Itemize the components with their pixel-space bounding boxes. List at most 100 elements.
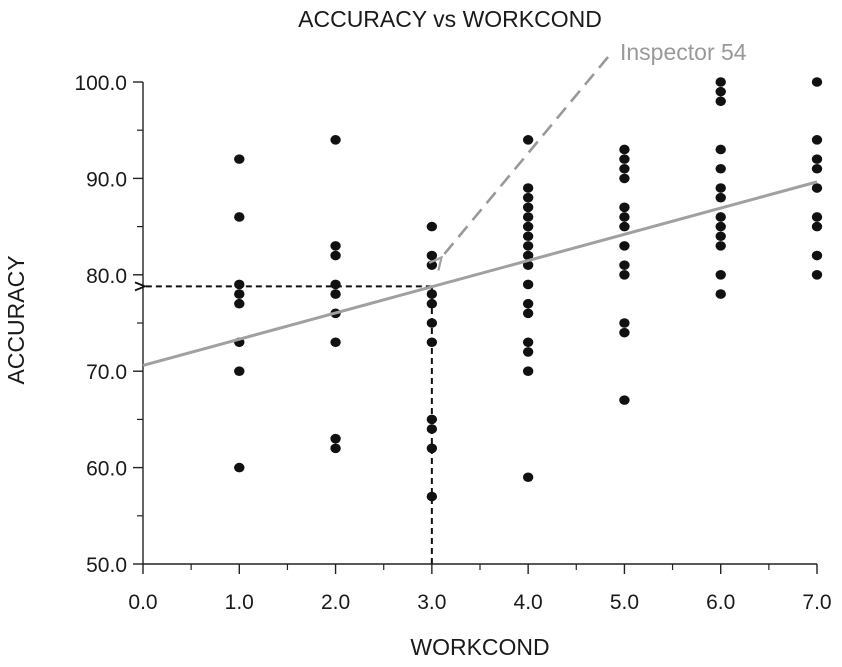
data-point xyxy=(619,202,630,213)
regression-line-group xyxy=(142,180,818,367)
data-point xyxy=(522,366,534,377)
data-point xyxy=(619,163,630,174)
regression-line xyxy=(142,180,818,367)
y-axis-title: ACCURACY xyxy=(3,255,29,384)
data-point xyxy=(234,462,245,473)
data-point xyxy=(234,366,245,377)
y-tick-label: 50.0 xyxy=(86,554,127,577)
data-point xyxy=(811,154,823,164)
data-point xyxy=(426,298,438,309)
data-point xyxy=(522,135,534,145)
data-point xyxy=(619,260,630,270)
data-point xyxy=(426,491,438,502)
data-point xyxy=(522,308,534,319)
data-point xyxy=(522,298,534,309)
data-point xyxy=(715,270,726,280)
data-point xyxy=(426,443,438,454)
data-point xyxy=(522,337,534,348)
data-point xyxy=(715,96,726,107)
chart-title: ACCURACY vs WORKCOND xyxy=(298,6,602,32)
data-point xyxy=(619,144,630,155)
y-tick-label: 100.0 xyxy=(74,72,127,95)
annotation-group: Inspector 54 xyxy=(441,39,747,257)
data-point xyxy=(619,327,630,338)
plot-area: 50.0 60.0 70.0 80.0 90.0 100.0 0.0 1.0 2.0 3.0 4.… xyxy=(74,39,831,614)
data-point xyxy=(330,433,341,444)
x-tick-label: 2.0 xyxy=(321,591,350,614)
data-point xyxy=(715,231,726,242)
data-point xyxy=(426,221,438,232)
x-tick-label: 6.0 xyxy=(706,591,735,614)
data-point xyxy=(619,318,630,328)
data-point xyxy=(715,241,726,251)
data-point xyxy=(811,77,823,87)
data-point xyxy=(330,135,341,145)
y-tick-label: 90.0 xyxy=(86,168,127,191)
data-point xyxy=(811,183,823,193)
data-point xyxy=(522,241,534,251)
data-point xyxy=(234,212,245,222)
data-point xyxy=(522,192,534,203)
x-tick-label: 5.0 xyxy=(610,591,639,614)
data-point xyxy=(619,241,630,251)
x-axis-ticks: 0.0 1.0 2.0 3.0 4.0 5.0 6.0 7.0 xyxy=(128,564,832,614)
data-point xyxy=(619,154,630,164)
x-axis-title: WORKCOND xyxy=(410,634,549,660)
data-point xyxy=(619,270,630,280)
data-point xyxy=(522,212,534,222)
data-point xyxy=(522,347,534,357)
data-point xyxy=(330,337,341,348)
data-point xyxy=(619,212,630,222)
x-tick-label: 4.0 xyxy=(514,591,543,614)
data-point xyxy=(330,443,341,454)
x-tick-label: 7.0 xyxy=(802,591,831,614)
data-point xyxy=(811,212,823,222)
data-points xyxy=(234,77,823,502)
x-tick-label: 1.0 xyxy=(225,591,254,614)
data-point xyxy=(715,77,726,87)
data-point xyxy=(426,318,438,328)
data-point xyxy=(426,260,438,270)
data-point xyxy=(619,221,630,232)
data-point xyxy=(330,289,341,299)
prediction-guides xyxy=(145,286,433,564)
y-tick-label: 60.0 xyxy=(86,458,127,481)
data-point xyxy=(522,221,534,232)
data-point xyxy=(426,414,438,425)
data-point xyxy=(234,298,245,309)
data-point xyxy=(715,163,726,174)
data-point xyxy=(330,241,341,251)
x-tick-label: 0.0 xyxy=(128,591,157,614)
data-point xyxy=(234,154,245,164)
data-point xyxy=(715,144,726,155)
data-point xyxy=(426,250,438,261)
data-point xyxy=(522,183,534,193)
y-tick-label: 70.0 xyxy=(86,361,127,384)
x-tick-label: 3.0 xyxy=(417,591,446,614)
data-point xyxy=(234,289,245,299)
data-point xyxy=(811,135,823,145)
data-point xyxy=(426,337,438,348)
data-point xyxy=(715,289,726,299)
y-tick-label: 80.0 xyxy=(86,265,127,288)
data-point xyxy=(715,221,726,232)
y-axis-ticks: 50.0 60.0 70.0 80.0 90.0 100.0 xyxy=(74,72,143,577)
data-point xyxy=(234,279,245,290)
data-point xyxy=(619,395,630,405)
data-point xyxy=(330,250,341,261)
data-point xyxy=(522,250,534,261)
data-point xyxy=(522,472,534,483)
data-point xyxy=(619,173,630,184)
annotation-label: Inspector 54 xyxy=(620,39,747,65)
data-point xyxy=(330,279,341,290)
data-point xyxy=(426,289,438,299)
data-point xyxy=(522,231,534,242)
data-point xyxy=(522,202,534,213)
data-point xyxy=(522,279,534,290)
data-point xyxy=(811,221,823,232)
data-point xyxy=(715,212,726,222)
data-point xyxy=(811,250,823,261)
data-point xyxy=(715,192,726,203)
data-point xyxy=(811,270,823,280)
